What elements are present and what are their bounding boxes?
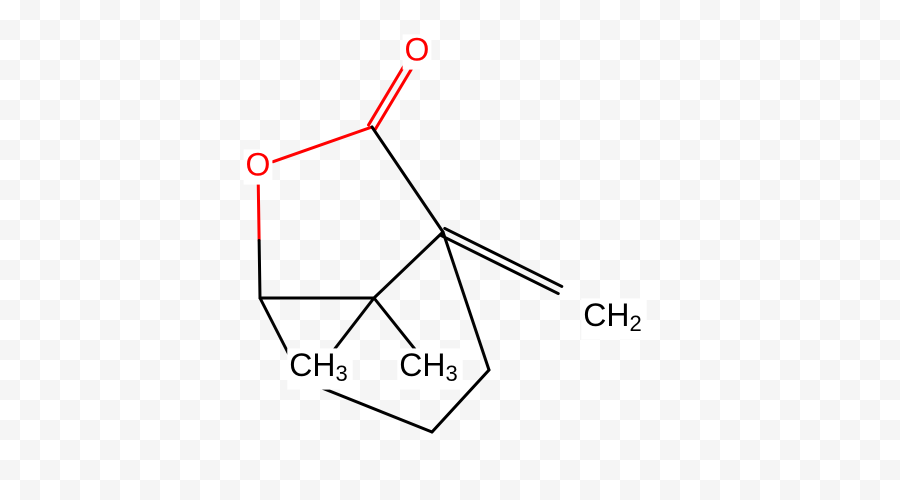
- atom-text: O: [405, 31, 430, 67]
- atom-label-O_top: O: [403, 31, 432, 69]
- atom-label-O_left: O: [244, 146, 273, 184]
- bond-line: [374, 298, 415, 349]
- bond-line: [374, 232, 443, 298]
- bond-line: [445, 228, 562, 286]
- atom-label-CH3_a: CH3: [287, 347, 352, 389]
- molecule-svg: O O CH3 CH3 CH2: [0, 0, 900, 500]
- bond-line: [375, 69, 411, 129]
- bond-line: [273, 127, 372, 162]
- bond-line: [441, 236, 558, 294]
- atom-text: O: [246, 146, 271, 182]
- bond-line: [369, 65, 405, 125]
- bond-line: [259, 240, 260, 298]
- bond-line: [258, 183, 259, 241]
- bond-line: [372, 127, 443, 232]
- bond-line: [335, 298, 374, 349]
- atom-label-CH2: CH2: [581, 297, 646, 339]
- diagram-canvas: O O CH3 CH3 CH2: [0, 0, 900, 500]
- atom-label-CH3_b: CH3: [397, 347, 462, 389]
